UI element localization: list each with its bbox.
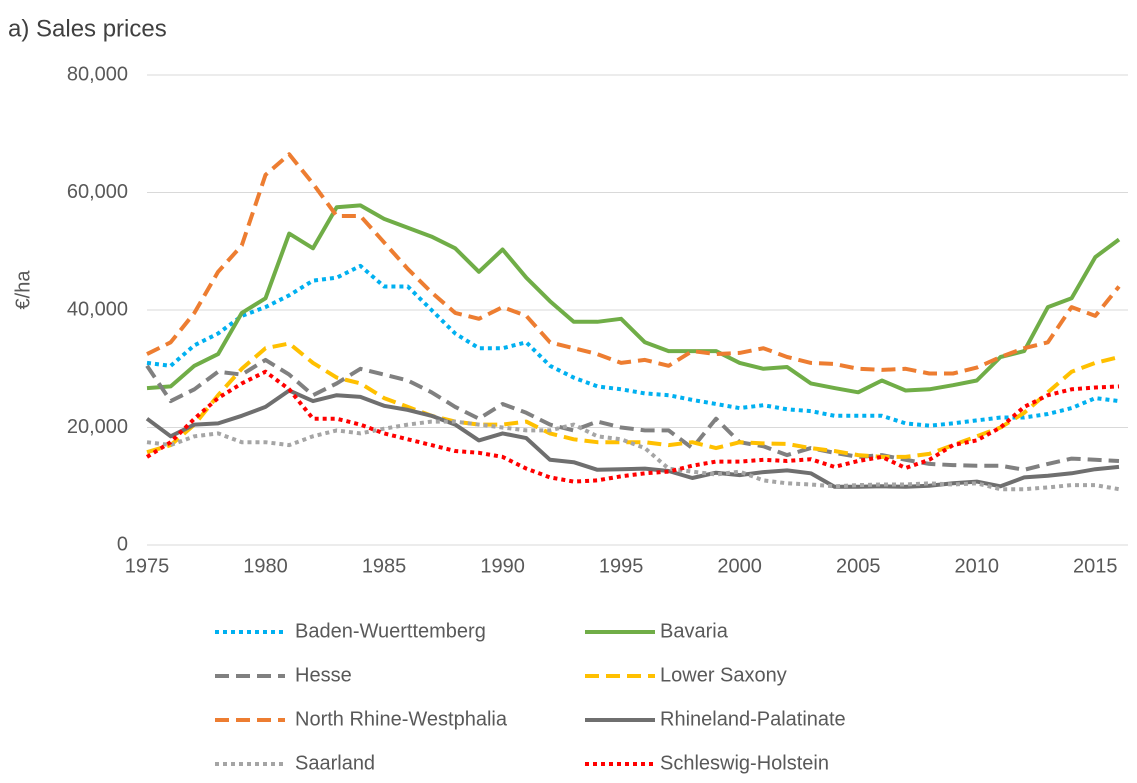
legend-label: Schleswig-Holstein xyxy=(660,752,829,774)
legend-label: Bavaria xyxy=(660,620,729,642)
y-tick-label: 40,000 xyxy=(67,298,128,320)
series-line xyxy=(145,357,1120,472)
y-tick-label: 0 xyxy=(117,533,128,555)
series-line xyxy=(145,369,1120,484)
legend-label: Rhineland-Palatinate xyxy=(660,708,846,730)
y-tick-label: 60,000 xyxy=(67,181,128,203)
y-tick-label: 20,000 xyxy=(67,416,128,438)
y-tick-label: 80,000 xyxy=(67,63,128,85)
x-tick-label: 2000 xyxy=(717,555,762,577)
x-tick-label: 1990 xyxy=(480,555,525,577)
series-line xyxy=(146,203,1121,395)
x-tick-label: 1975 xyxy=(125,555,170,577)
legend-label: North Rhine-Westphalia xyxy=(295,708,508,730)
series-line xyxy=(146,152,1121,376)
series-line xyxy=(146,419,1120,492)
x-tick-label: 2005 xyxy=(836,555,881,577)
x-tick-label: 1980 xyxy=(243,555,288,577)
series-line xyxy=(146,263,1120,428)
legend-label: Saarland xyxy=(295,752,375,774)
y-axis-label: €/ha xyxy=(12,270,34,310)
x-tick-label: 2010 xyxy=(955,555,1000,577)
legend-label: Lower Saxony xyxy=(660,664,787,686)
series-line xyxy=(145,388,1120,489)
chart-title: a) Sales prices xyxy=(8,15,167,42)
legend-label: Hesse xyxy=(295,664,352,686)
x-tick-label: 1995 xyxy=(599,555,644,577)
x-tick-label: 2015 xyxy=(1073,555,1118,577)
x-tick-label: 1985 xyxy=(362,555,407,577)
legend-label: Baden-Wuerttemberg xyxy=(295,620,486,642)
